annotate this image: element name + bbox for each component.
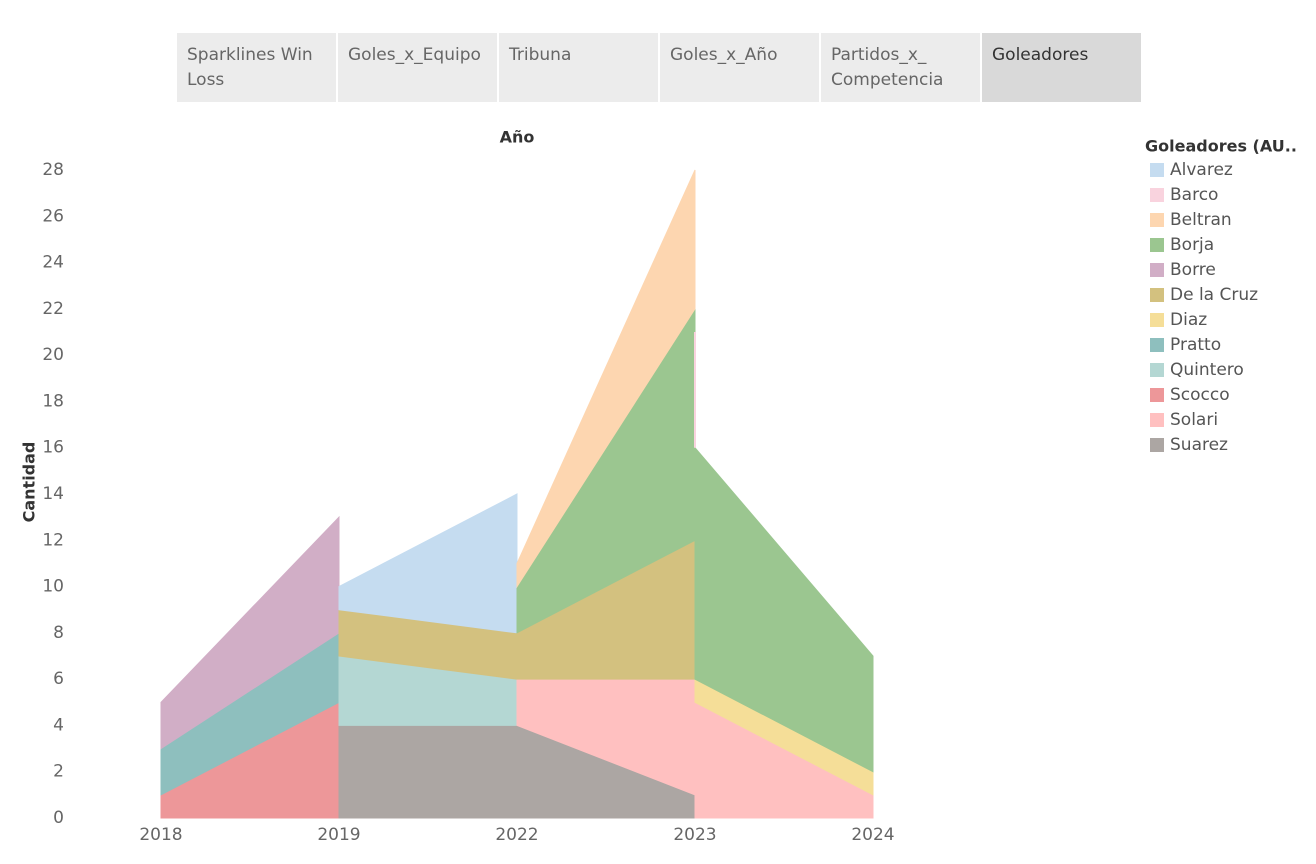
y-tick-label: 16	[42, 438, 64, 458]
legend-swatch	[1150, 313, 1164, 327]
y-tick-label: 2	[53, 762, 64, 782]
x-tick-label: 2024	[851, 825, 894, 845]
legend-swatch	[1150, 288, 1164, 302]
legend-label: Scocco	[1170, 385, 1230, 405]
area-point	[694, 332, 696, 448]
area-segment	[338, 493, 518, 634]
legend-swatch	[1150, 338, 1164, 352]
x-tick-label: 2019	[317, 825, 360, 845]
y-tick-label: 18	[42, 391, 64, 411]
legend-swatch	[1150, 363, 1164, 377]
y-tick-label: 12	[42, 530, 64, 550]
y-title: Cantidad	[20, 442, 39, 523]
y-tick-label: 26	[42, 206, 64, 226]
legend-swatch	[1150, 163, 1164, 177]
legend-label: Suarez	[1170, 435, 1228, 455]
legend-label: De la Cruz	[1170, 285, 1258, 305]
y-tick-label: 10	[42, 577, 64, 597]
legend-label: Alvarez	[1170, 160, 1233, 180]
legend-swatch	[1150, 388, 1164, 402]
legend-swatch	[1150, 213, 1164, 227]
y-tick-label: 20	[42, 345, 64, 365]
legend-swatch	[1150, 413, 1164, 427]
y-tick-label: 0	[53, 808, 64, 828]
y-tick-label: 4	[53, 715, 64, 735]
legend-label: Diaz	[1170, 310, 1207, 330]
x-title: Año	[500, 128, 535, 147]
legend-label: Pratto	[1170, 335, 1221, 355]
legend-title: Goleadores (AU..	[1145, 137, 1297, 156]
tab[interactable]: Tribuna	[499, 33, 658, 102]
area-segment	[338, 724, 518, 819]
y-tick-label: 28	[42, 160, 64, 180]
x-tick-label: 2023	[673, 825, 716, 845]
tab[interactable]: Goles_x_Equipo	[338, 33, 497, 102]
legend-label: Quintero	[1170, 360, 1244, 380]
x-tick-label: 2018	[139, 825, 182, 845]
tab[interactable]: Goleadores	[982, 33, 1141, 102]
legend-label: Solari	[1170, 410, 1218, 430]
legend-label: Borre	[1170, 260, 1216, 280]
tab-bar: Sparklines Win Loss Goles_x_Equipo Tribuna…	[177, 33, 1141, 102]
area-segment	[694, 446, 874, 773]
area-segment	[516, 169, 696, 589]
tab[interactable]: Sparklines Win Loss	[177, 33, 336, 102]
y-tick-label: 6	[53, 669, 64, 689]
legend-swatch	[1150, 263, 1164, 277]
legend-swatch	[1150, 238, 1164, 252]
legend-label: Barco	[1170, 185, 1218, 205]
y-tick-label: 22	[42, 299, 64, 319]
legend-label: Borja	[1170, 235, 1214, 255]
legend-swatch	[1150, 188, 1164, 202]
tab[interactable]: Partidos_x_ Competencia	[821, 33, 980, 102]
y-tick-label: 8	[53, 623, 64, 643]
legend-label: Beltran	[1170, 210, 1232, 230]
x-tick-label: 2022	[495, 825, 538, 845]
area-segment	[160, 515, 340, 750]
legend-swatch	[1150, 438, 1164, 452]
y-tick-label: 24	[42, 253, 64, 273]
y-tick-label: 14	[42, 484, 64, 504]
tab[interactable]: Goles_x_Año	[660, 33, 819, 102]
